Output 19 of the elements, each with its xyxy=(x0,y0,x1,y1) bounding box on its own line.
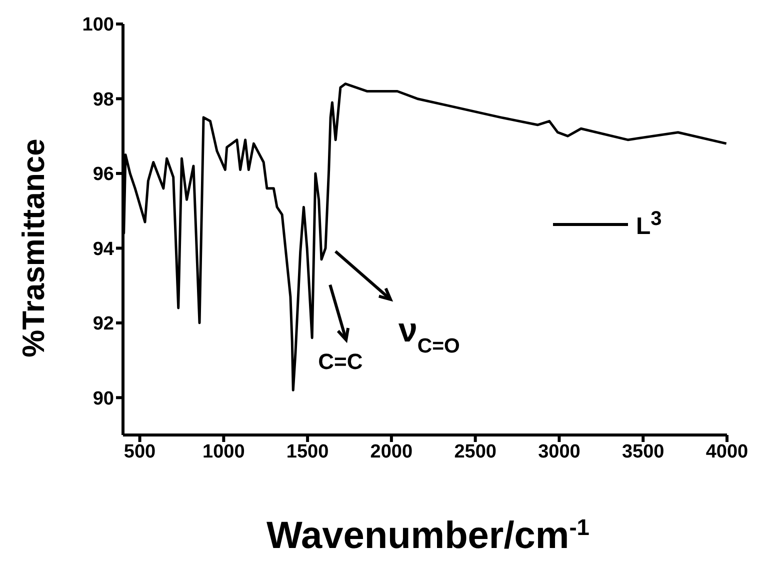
y-tick-label: 96 xyxy=(92,164,114,186)
x-tick-label: 3000 xyxy=(538,441,580,462)
x-tick-label: 4000 xyxy=(706,441,748,462)
y-tick-label: 90 xyxy=(92,388,114,410)
x-tick-label: 500 xyxy=(124,441,156,462)
y-axis-title: %Trasmittance xyxy=(16,138,51,358)
x-axis-title: Wavenumber/cm$^{-1}$ xyxy=(266,514,590,557)
y-tick-label: 98 xyxy=(92,89,114,110)
y-tick-label: 92 xyxy=(92,314,114,335)
annotation: ν$_{C=O}$ xyxy=(398,311,460,358)
x-tick-label: 2500 xyxy=(454,441,496,462)
x-tick-label: 3500 xyxy=(622,441,664,462)
x-tick-label: 1000 xyxy=(202,441,245,462)
x-tick-label: 1500 xyxy=(286,441,329,462)
y-tick-label: 100 xyxy=(82,14,114,36)
legend-label: L$^{3}$ xyxy=(636,208,662,241)
annotation: C=C xyxy=(318,348,363,374)
y-tick-label: 94 xyxy=(92,238,114,260)
x-tick-label: 2000 xyxy=(370,441,413,462)
